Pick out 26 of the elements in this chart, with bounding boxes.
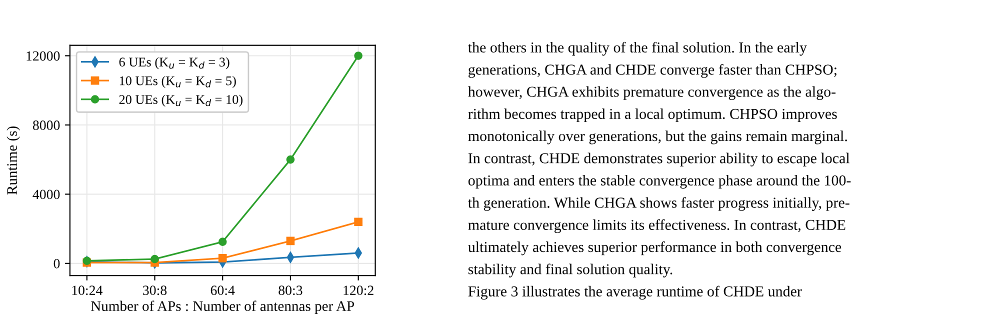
text: the others in the quality of the final solution. In the early: [468, 42, 807, 56]
y-tick-label: 12000: [26, 51, 60, 61]
x-tick-label: 10:24: [72, 286, 102, 296]
x-tick-label: 80:3: [278, 286, 302, 296]
text: rithm becomes trapped in a local optimum. CHPSO improves: [468, 108, 837, 122]
text: optima and enters the stable convergence phase around the 100-: [468, 174, 851, 189]
legend-label: 10 UEs (K$_{u}$ = K$_{d}$ = 5): [120, 76, 236, 88]
x-tick-label: 60:4: [210, 286, 235, 296]
text: monotonically over generations, but the gains remain marginal.: [468, 130, 847, 144]
text: mature convergence limits its effectiveness. In contrast, CHDE: [468, 219, 846, 234]
caption: Figure 3 illustrates the average runtime of CHDE under: [468, 286, 802, 300]
x-axis-title: Number of APs : Number of antennas per AP: [90, 300, 354, 314]
text: ultimately achieves superior performance in both convergence: [468, 241, 842, 256]
x-tick-label: 120:2: [344, 286, 374, 296]
legend-label: 6 UEs (K$_{u}$ = K$_{d}$ = 3): [119, 57, 230, 70]
legend-label: 20 UEs (K$_{u}$ = K$_{d}$ = 10): [119, 94, 242, 107]
y-tick-label: 8000: [32, 120, 60, 130]
text: In contrast, CHDE demonstrates superior ability to escape local: [468, 152, 850, 166]
text: however, CHGA exhibits premature convergence as the algo-: [468, 86, 836, 100]
x-tick-label: 30:8: [143, 286, 167, 296]
y-tick-label: 0: [54, 258, 60, 268]
text: stability and final solution quality.: [468, 264, 672, 278]
text: th generation. While CHGA shows faster progress initially, pre-: [468, 197, 850, 211]
y-axis-title: Runtime (s): [6, 126, 20, 195]
y-tick-label: 4000: [32, 190, 60, 200]
text: generations, CHGA and CHDE converge faster than CHPSO;: [468, 64, 836, 78]
